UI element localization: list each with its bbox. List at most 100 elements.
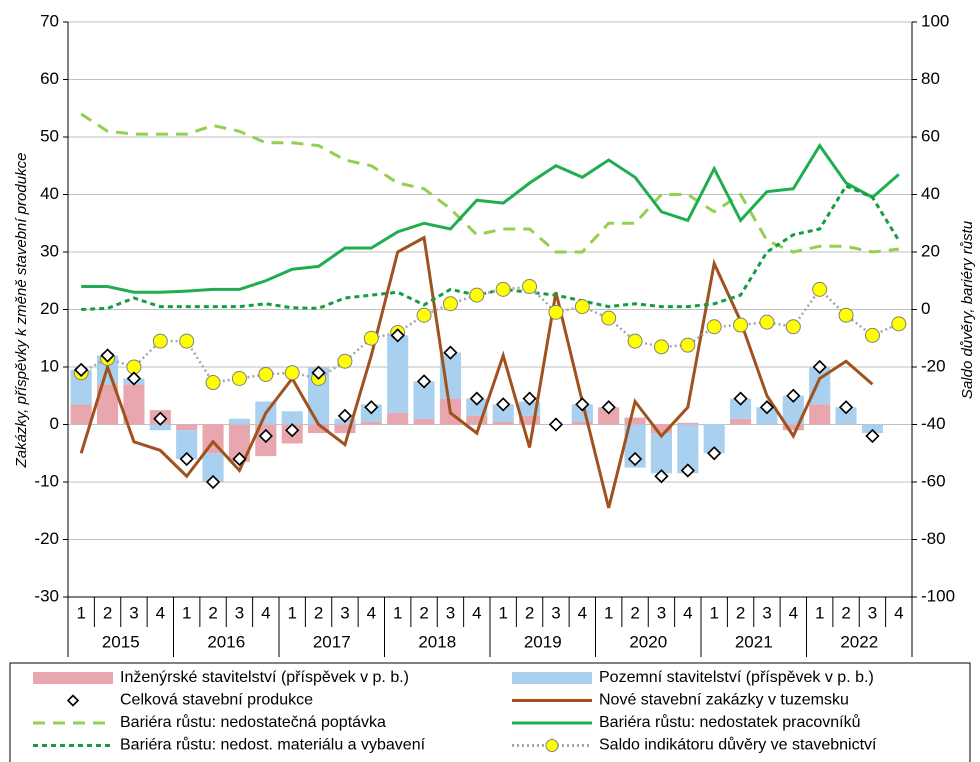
bar: [677, 424, 699, 474]
legend-item: Celková stavební produkce: [66, 692, 313, 709]
x-tick-label: 1: [498, 603, 507, 622]
diamond-marker: [838, 400, 854, 415]
diamond-marker: [153, 411, 168, 426]
bar: [70, 369, 92, 405]
bar: [598, 407, 620, 425]
x-tick-label: 1: [182, 603, 191, 622]
y-axis-label: Zakázky, příspěvky k změně stavební prod…: [13, 153, 30, 469]
x-tick-label: 3: [762, 603, 771, 622]
marker: [442, 296, 458, 312]
marker: [522, 279, 538, 294]
y2-tick-label: 60: [921, 126, 940, 145]
diamond-marker: [179, 451, 194, 467]
bar: [466, 398, 488, 416]
diamond-marker: [627, 451, 643, 467]
x-group-label: 2020: [629, 632, 667, 651]
x-tick-label: 4: [789, 603, 798, 622]
x-tick-label: 4: [472, 603, 481, 622]
y2-tick-label: 100: [921, 11, 949, 30]
x-tick-label: 1: [76, 603, 85, 622]
diamond-marker: [680, 463, 695, 478]
x-tick-label: 2: [525, 603, 534, 622]
bar: [492, 421, 514, 425]
bar: [624, 417, 646, 425]
x-tick-label: 2: [419, 603, 428, 622]
x-tick-label: 3: [446, 603, 455, 622]
bar: [861, 424, 883, 434]
diamond-marker: [601, 400, 616, 415]
y2-tick-label: 40: [921, 184, 940, 203]
legend-label: Inženýrské stavitelství (příspěvek v p. …: [120, 669, 409, 686]
x-group-label: 2018: [418, 632, 456, 651]
x-group-label: 2021: [735, 632, 773, 651]
bar: [519, 415, 541, 425]
x-tick-label: 1: [393, 603, 402, 622]
x-tick-label: 3: [551, 603, 560, 622]
legend-item: Nové stavební zakázky v tuzemsku: [512, 692, 849, 709]
y-tick-label: 40: [40, 184, 59, 203]
legend-item: Inženýrské stavitelství (příspěvek v p. …: [33, 669, 409, 686]
line: [81, 142, 900, 294]
diamond-marker: [575, 397, 590, 412]
diamond-marker: [469, 391, 484, 406]
marker: [785, 319, 801, 335]
bar: [782, 424, 804, 431]
bar: [624, 424, 646, 468]
marker: [812, 281, 828, 297]
x-tick-label: 1: [287, 603, 296, 622]
legend-swatch: [545, 739, 559, 752]
x-tick-label: 4: [894, 603, 903, 622]
bar: [730, 418, 752, 425]
marker: [363, 330, 379, 346]
bar: [228, 418, 250, 425]
bar: [413, 381, 435, 419]
diamond-marker: [548, 417, 564, 432]
bar: [466, 415, 488, 425]
legend-label: Nové stavební zakázky v tuzemsku: [599, 692, 849, 709]
diamond-marker: [126, 371, 142, 386]
bar: [202, 453, 224, 482]
diamond-marker: [364, 400, 379, 415]
y-tick-label: -10: [34, 471, 59, 490]
line: [80, 112, 899, 254]
bar: [703, 424, 725, 454]
bar: [387, 413, 409, 425]
y-tick-label: 30: [40, 241, 59, 260]
diamond-marker: [100, 348, 115, 363]
diamond-marker: [416, 374, 432, 389]
x-tick-label: 4: [683, 603, 692, 622]
x-tick-label: 2: [208, 603, 217, 622]
bar: [835, 407, 857, 425]
y2-tick-label: -100: [921, 586, 955, 605]
bar: [809, 404, 831, 425]
y-tick-label: 70: [40, 11, 59, 30]
x-group-label: 2022: [840, 632, 878, 651]
legend-label: Pozemní stavitelství (příspěvek v p. b.): [599, 669, 874, 686]
bar: [413, 418, 435, 425]
y2-tick-label: -40: [921, 414, 946, 433]
x-tick-label: 2: [841, 603, 850, 622]
bar: [782, 395, 804, 425]
marker: [680, 337, 696, 353]
legend-swatch: [33, 672, 113, 684]
diamond-marker: [285, 423, 300, 438]
bar: [387, 335, 409, 413]
marker: [284, 365, 300, 381]
diamond-marker: [205, 474, 221, 490]
legend-label: Bariéra růstu: nedostatečná poptávka: [120, 713, 386, 731]
diamond-marker: [522, 391, 537, 406]
y2-tick-label: 80: [921, 69, 940, 88]
diamond-marker: [733, 391, 748, 406]
y-tick-label: -30: [34, 586, 59, 605]
x-tick-label: 3: [657, 603, 666, 622]
diamond-marker: [654, 469, 669, 484]
x-tick-label: 4: [367, 603, 376, 622]
legend-label: Bariéra růstu: nedostatek pracovníků: [599, 713, 860, 731]
y-tick-label: 0: [50, 414, 59, 433]
y-tick-label: 10: [40, 356, 59, 375]
x-tick-label: 4: [156, 603, 165, 622]
x-tick-label: 2: [103, 603, 112, 622]
bar: [123, 384, 145, 425]
y2-axis-label: Saldo důvěry, bariéry růstu: [959, 220, 976, 399]
